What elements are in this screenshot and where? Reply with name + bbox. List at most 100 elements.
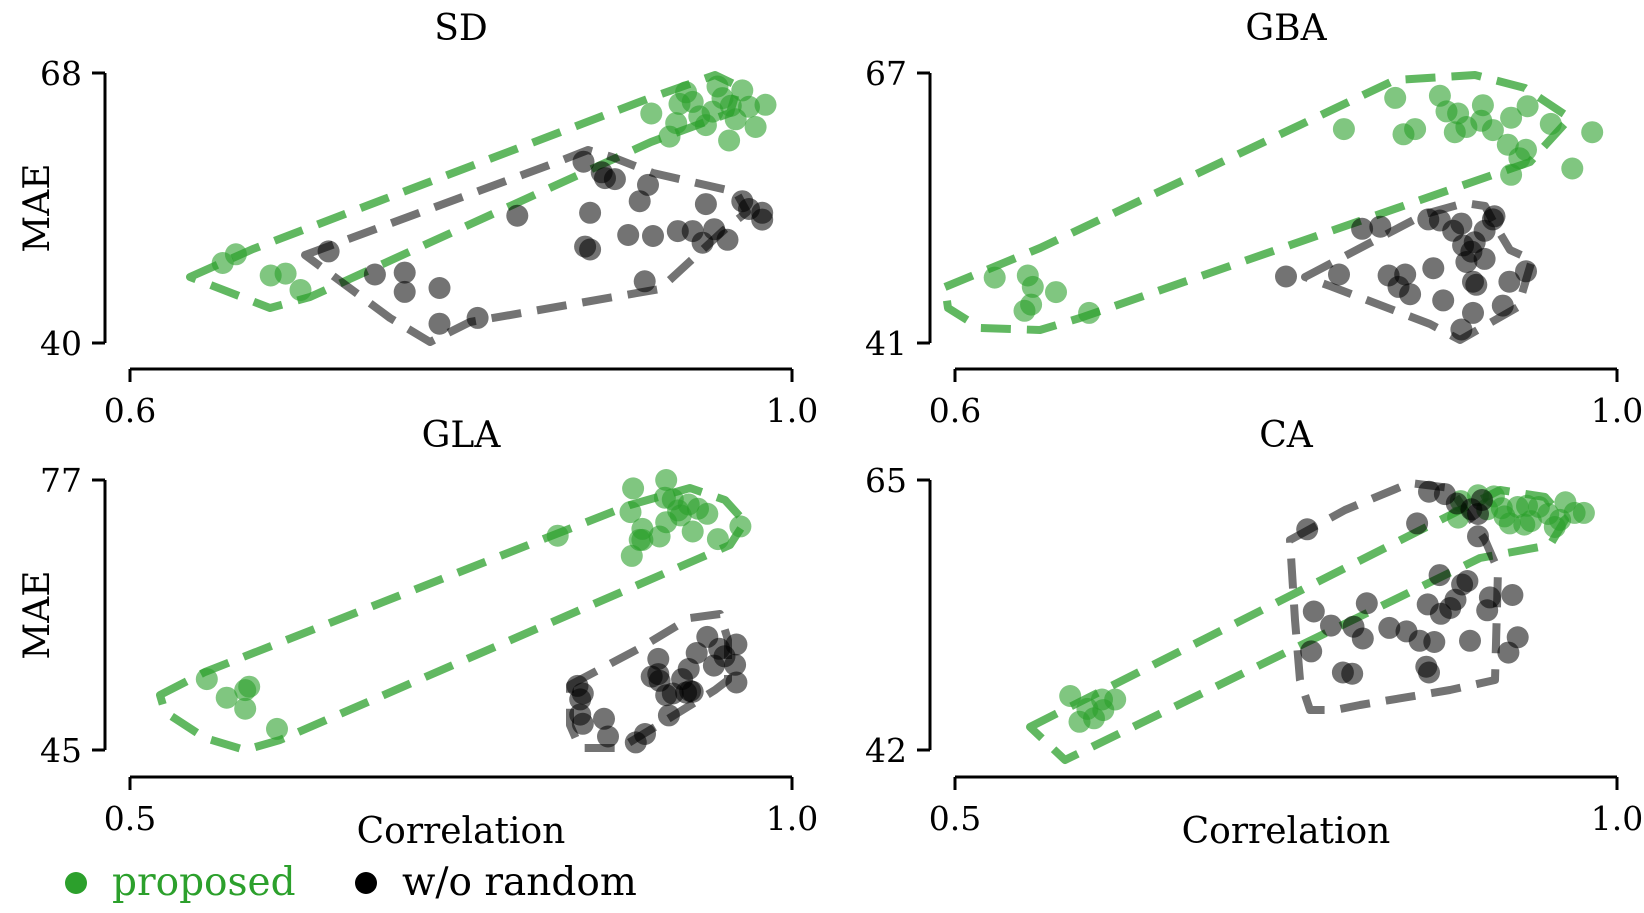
point-proposed [1059,685,1082,707]
point-proposed [729,515,752,538]
point-proposed [1404,118,1427,141]
point-proposed [238,675,261,698]
point-proposed [234,697,257,720]
point-proposed [706,528,729,551]
point-wo-random [1328,263,1350,286]
point-wo-random [724,653,747,676]
x-tick-label: 1.0 [1591,391,1643,430]
axes [92,478,794,790]
y-tick-label: 42 [865,731,907,770]
hull-wo-random [301,146,751,346]
x-axis-label: Correlation [1182,811,1391,852]
point-wo-random [637,173,659,196]
point-wo-random [1351,627,1374,650]
point-wo-random [1422,257,1445,280]
point-wo-random [1473,247,1496,270]
point-wo-random [603,168,626,191]
x-tick-label: 0.6 [104,391,156,430]
point-proposed [983,266,1006,289]
legend: proposed w/o random [65,860,637,905]
hull-proposed [941,71,1574,334]
panel-title: GLA [422,415,502,456]
panel-ca: CA 65 42 0.5 1.0 Correlation [865,415,1643,852]
point-wo-random [428,277,451,299]
legend-label-proposed: proposed [112,860,296,905]
point-wo-random [628,190,651,213]
point-proposed [622,477,645,500]
point-proposed [619,501,642,524]
point-wo-random [1450,212,1473,235]
point-wo-random [694,193,717,216]
point-wo-random [1415,655,1438,678]
point-wo-random [593,707,615,730]
point-wo-random [572,150,595,173]
axes [917,478,1619,790]
legend-label-wo-random: w/o random [402,860,637,905]
point-proposed [744,116,767,138]
point-wo-random [685,642,708,664]
point-wo-random [1369,215,1392,238]
point-wo-random [1355,592,1378,615]
point-wo-random [1498,270,1521,293]
point-wo-random [1450,318,1473,341]
point-wo-random [647,647,670,670]
point-wo-random [1275,265,1297,288]
point-wo-random [393,280,416,303]
point-wo-random [1501,584,1524,606]
point-proposed [289,279,312,301]
point-proposed [1516,95,1539,118]
point-proposed [1572,501,1595,524]
panel-title: GBA [1245,8,1327,49]
point-wo-random [1471,489,1493,511]
point-proposed [195,668,218,691]
x-tick-label: 0.6 [929,391,981,430]
point-proposed [640,102,663,125]
x-tick-label: 0.5 [104,799,156,838]
point-proposed [1021,275,1044,298]
point-proposed [1481,119,1504,142]
x-tick-label: 1.0 [766,391,818,430]
point-proposed [696,502,719,525]
point-wo-random [1478,586,1501,609]
panel-gla: GLA 77 45 0.5 1.0 Correlation MAE [17,415,818,852]
point-wo-random [393,261,416,284]
point-wo-random [1296,518,1319,541]
point-wo-random [657,704,680,727]
point-wo-random [751,208,774,231]
point-proposed [754,93,777,116]
point-wo-random [725,671,748,694]
panel-sd: SD 68 40 0.6 1.0 MAE [17,8,818,430]
point-wo-random [716,228,739,251]
y-tick-label: 41 [865,324,907,363]
hull-wo-random [566,610,732,752]
hulls [941,71,1574,344]
point-proposed [1539,112,1562,135]
axes [92,71,794,382]
point-wo-random [571,682,594,705]
point-proposed [655,469,678,491]
y-axis-label: MAE [17,570,58,659]
point-wo-random [1399,283,1422,306]
x-tick-label: 0.5 [929,799,981,838]
hulls [186,71,751,346]
point-wo-random [1378,616,1401,639]
point-wo-random [571,712,594,735]
point-wo-random [617,224,640,246]
point-wo-random [1462,301,1484,324]
point-wo-random [1497,641,1520,664]
point-proposed [1500,106,1523,129]
point-wo-random [1467,525,1489,548]
point-wo-random [1428,564,1451,587]
point-wo-random [1423,631,1446,653]
point-proposed [718,129,741,152]
points-layer [195,469,752,754]
point-wo-random [466,306,489,329]
hull-wo-random [1301,199,1536,344]
point-wo-random [1300,640,1323,663]
x-axis-label: Correlation [357,811,566,852]
point-wo-random [579,201,602,224]
point-proposed [738,95,760,118]
point-proposed [658,125,681,148]
point-wo-random [1455,251,1478,273]
point-proposed [1078,301,1101,324]
